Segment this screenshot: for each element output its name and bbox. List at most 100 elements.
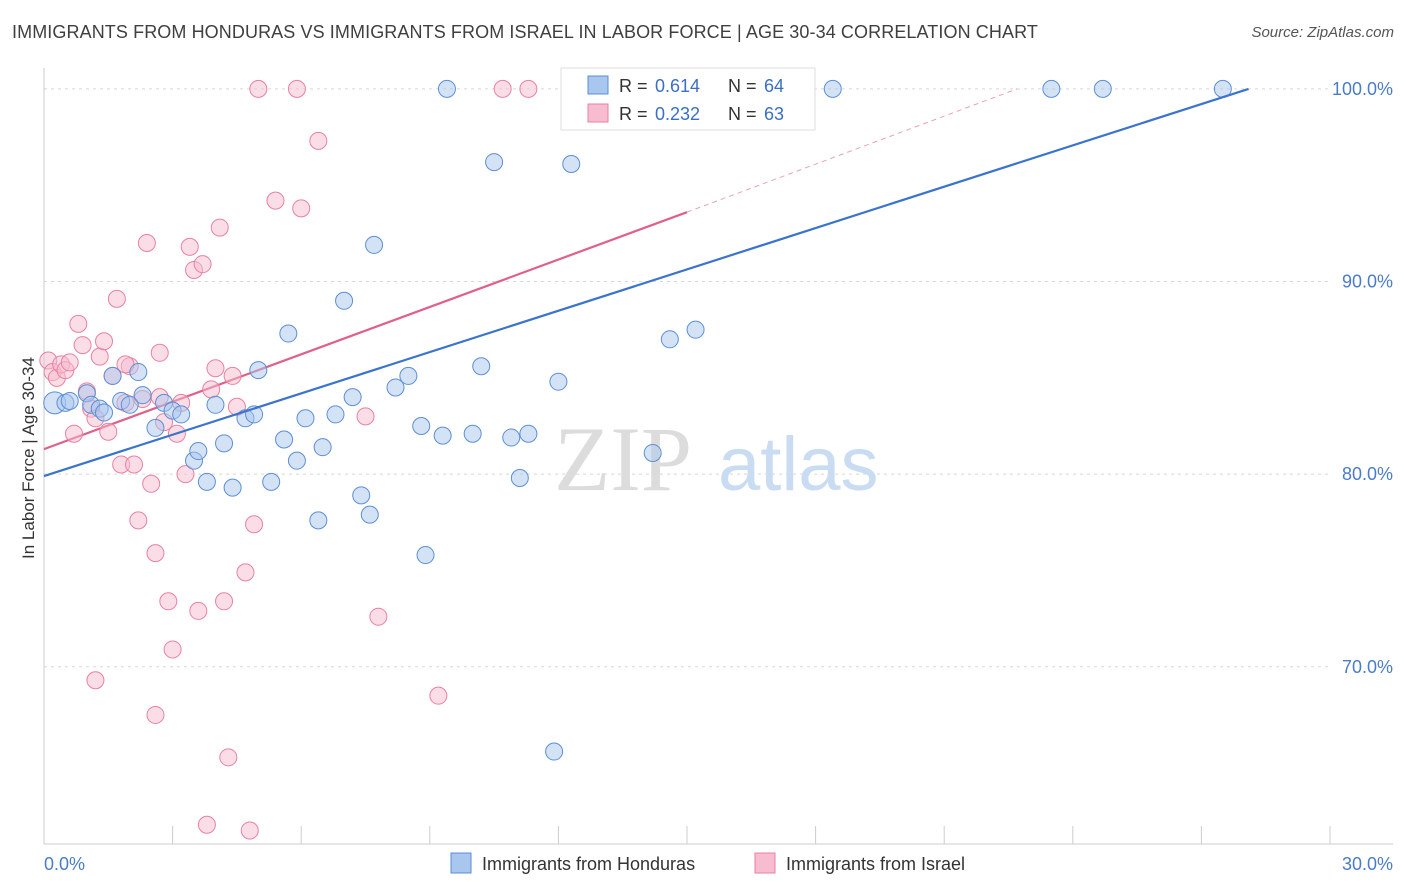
honduras-point-46	[485, 153, 504, 172]
honduras-point-17	[189, 442, 208, 461]
israel-point-31	[180, 237, 199, 256]
y-tick-label-1: 90.0%	[1342, 272, 1393, 292]
honduras-point-53	[643, 443, 662, 462]
honduras-point-11	[133, 386, 152, 405]
series-honduras-points	[43, 79, 1232, 761]
trendline-israel	[43, 88, 1018, 451]
y-tick-label-2: 80.0%	[1342, 464, 1393, 484]
honduras-point-36	[360, 505, 379, 524]
israel-point-22	[137, 233, 156, 252]
grid-lines	[44, 88, 1330, 668]
legend-n-label-honduras: N =	[728, 76, 757, 96]
honduras-point-35	[352, 486, 371, 505]
israel-point-60	[65, 424, 84, 443]
y-tick-label-0: 100.0%	[1332, 79, 1393, 99]
honduras-point-61	[1093, 79, 1112, 98]
israel-point-6	[69, 314, 88, 333]
honduras-point-26	[275, 430, 294, 449]
israel-point-35	[197, 815, 216, 834]
honduras-point-50	[545, 742, 564, 761]
israel-point-44	[240, 821, 259, 840]
israel-point-23	[142, 474, 161, 493]
honduras-point-15	[172, 405, 191, 424]
israel-point-5	[60, 353, 79, 372]
honduras-point-12	[146, 418, 165, 437]
israel-point-19	[125, 455, 144, 474]
legend-r-value-israel: 0.232	[655, 104, 700, 124]
trendline-honduras-solid	[43, 87, 1249, 478]
honduras-point-54	[660, 330, 679, 349]
legend-swatch-israel	[587, 103, 609, 123]
y-tick-labels: 100.0% 90.0% 80.0% 70.0%	[1332, 79, 1393, 677]
honduras-point-29	[296, 409, 315, 428]
watermark-zip: ZIP	[554, 408, 692, 510]
honduras-point-45	[472, 357, 491, 376]
legend-r-label-israel: R =	[619, 104, 648, 124]
israel-point-48	[287, 79, 306, 98]
bottom-legend-label-israel: Immigrants from Israel	[786, 854, 965, 874]
stats-legend: R = 0.614 N = 64 R = 0.232 N = 63	[560, 67, 816, 131]
honduras-point-9	[120, 395, 139, 414]
honduras-point-25	[262, 472, 281, 491]
israel-point-53	[429, 686, 448, 705]
israel-point-39	[215, 592, 234, 611]
israel-point-33	[189, 601, 208, 620]
israel-point-46	[249, 79, 268, 98]
israel-point-51	[356, 407, 375, 426]
honduras-point-37	[365, 235, 384, 254]
israel-point-41	[223, 366, 242, 385]
honduras-point-18	[197, 472, 216, 491]
honduras-point-33	[335, 291, 354, 310]
israel-point-7	[73, 336, 92, 355]
legend-n-value-israel: 63	[764, 104, 784, 124]
legend-swatch-honduras	[587, 75, 609, 95]
israel-point-52	[369, 607, 388, 626]
legend-n-value-honduras: 64	[764, 76, 784, 96]
honduras-point-21	[223, 478, 242, 497]
honduras-point-32	[326, 405, 345, 424]
israel-point-24	[146, 544, 165, 563]
honduras-point-56	[686, 320, 705, 339]
bottom-legend-swatch-honduras	[450, 852, 472, 874]
israel-point-30	[176, 465, 195, 484]
israel-point-11	[90, 347, 109, 366]
y-tick-label-3: 70.0%	[1342, 657, 1393, 677]
honduras-point-38	[386, 378, 405, 397]
chart-title: IMMIGRANTS FROM HONDURAS VS IMMIGRANTS F…	[12, 22, 1038, 42]
israel-point-20	[129, 511, 148, 530]
israel-point-43	[236, 563, 255, 582]
honduras-point-10	[129, 363, 148, 382]
honduras-point-42	[433, 426, 452, 445]
honduras-point-49	[519, 424, 538, 443]
watermark-atlas: atlas	[718, 422, 879, 507]
honduras-point-41	[416, 546, 435, 565]
trendline-israel-dashed	[686, 88, 1018, 213]
israel-point-55	[519, 79, 538, 98]
source-credit: Source: ZipAtlas.com	[1251, 24, 1394, 41]
israel-point-25	[150, 343, 169, 362]
israel-point-27	[159, 592, 178, 611]
honduras-point-19	[206, 395, 225, 414]
honduras-point-48	[510, 469, 529, 488]
israel-point-12	[95, 332, 114, 351]
legend-r-value-honduras: 0.614	[655, 76, 700, 96]
y-axis-label: In Labor Force | Age 30-34	[19, 357, 38, 559]
honduras-point-27	[279, 324, 298, 343]
trendline-honduras	[43, 87, 1249, 478]
israel-point-57	[86, 671, 105, 690]
israel-point-37	[206, 359, 225, 378]
honduras-point-43	[437, 79, 456, 98]
israel-point-36	[202, 380, 221, 399]
honduras-point-2	[60, 391, 79, 410]
honduras-point-24	[249, 361, 268, 380]
israel-point-34	[193, 255, 212, 274]
israel-point-45	[245, 515, 264, 534]
axes	[43, 68, 1393, 845]
x-tick-max: 30.0%	[1342, 854, 1393, 874]
honduras-point-20	[215, 434, 234, 453]
honduras-point-44	[463, 424, 482, 443]
israel-point-28	[163, 640, 182, 659]
series-israel-points	[39, 79, 581, 840]
x-tick-min: 0.0%	[44, 854, 85, 874]
